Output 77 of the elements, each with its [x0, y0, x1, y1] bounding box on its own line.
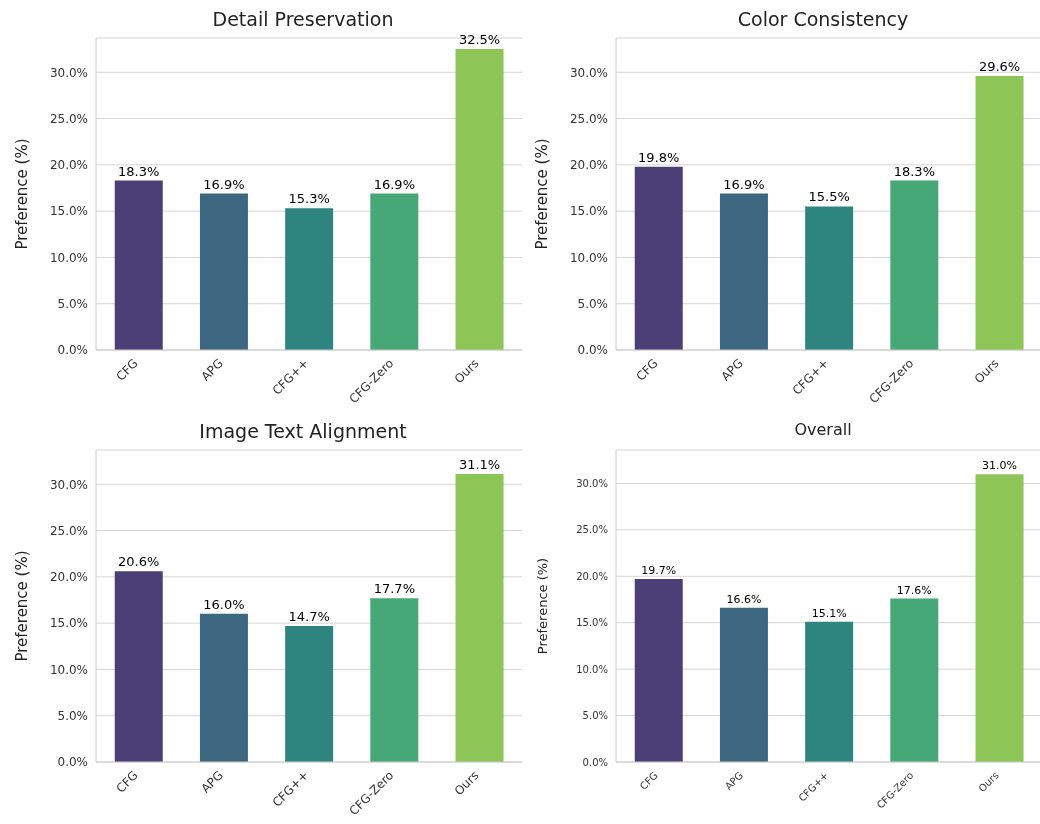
chart-title: Detail Preservation	[211, 8, 395, 32]
bar	[719, 607, 768, 762]
y-tick-label: 15.0%	[49, 204, 88, 219]
data-label: 29.6%	[978, 58, 1021, 74]
y-tick-label: 20.0%	[569, 158, 608, 173]
bar	[285, 625, 334, 762]
data-label: 32.5%	[458, 32, 501, 48]
chart-title: Overall	[793, 420, 853, 441]
bar	[975, 75, 1024, 350]
y-axis-title: Preference (%)	[13, 138, 32, 250]
bar	[634, 579, 683, 762]
data-label: 16.9%	[203, 176, 245, 192]
y-tick-label: 10.0%	[576, 663, 608, 675]
y-tick-label: 20.0%	[49, 158, 88, 173]
y-tick-label: 15.0%	[49, 616, 88, 631]
bar	[890, 598, 939, 762]
y-tick-label: 30.0%	[576, 477, 608, 489]
bar	[370, 193, 419, 350]
y-axis-title: Preference (%)	[533, 138, 552, 250]
bar	[719, 193, 768, 350]
y-tick-label: 5.0%	[57, 296, 88, 311]
y-tick-label: 5.0%	[577, 296, 608, 311]
y-tick-label: 0.0%	[57, 755, 88, 770]
bar	[199, 193, 248, 350]
bar	[285, 208, 334, 350]
y-tick-label: 25.0%	[49, 111, 88, 126]
bar	[805, 621, 854, 762]
data-label: 17.7%	[373, 581, 415, 597]
bar	[634, 166, 683, 350]
bar	[805, 206, 854, 350]
y-tick-label: 20.0%	[49, 570, 88, 585]
y-tick-label: 10.0%	[49, 662, 88, 677]
data-label: 15.1%	[811, 606, 847, 620]
bar	[455, 49, 504, 350]
y-tick-label: 25.0%	[576, 524, 608, 536]
chart-title: Color Consistency	[736, 8, 910, 32]
data-label: 19.7%	[641, 564, 677, 578]
y-tick-label: 10.0%	[49, 250, 88, 265]
y-axis-title: Preference (%)	[13, 550, 32, 662]
bar	[455, 474, 504, 762]
bar	[114, 180, 163, 350]
y-tick-label: 0.0%	[577, 343, 608, 358]
data-label: 17.6%	[896, 583, 932, 597]
data-label: 31.1%	[458, 457, 501, 473]
x-tick-label: CFG	[637, 769, 661, 792]
data-label: 16.9%	[723, 176, 765, 192]
y-tick-label: 5.0%	[582, 710, 608, 722]
y-tick-label: 0.0%	[582, 756, 608, 768]
data-label: 14.7%	[288, 608, 330, 624]
y-tick-label: 25.0%	[49, 523, 88, 538]
data-label: 15.3%	[288, 191, 330, 207]
bar	[199, 613, 248, 762]
y-tick-label: 20.0%	[576, 570, 608, 582]
data-label: 16.9%	[373, 176, 415, 192]
data-label: 19.8%	[638, 149, 680, 165]
data-label: 20.6%	[118, 554, 160, 570]
y-tick-label: 25.0%	[569, 111, 608, 126]
y-tick-label: 10.0%	[569, 250, 608, 265]
y-tick-label: 30.0%	[569, 65, 608, 80]
y-axis-title: Preference (%)	[534, 557, 550, 655]
chart-title: Image Text Alignment	[198, 420, 408, 444]
y-tick-label: 0.0%	[57, 343, 88, 358]
bar	[975, 474, 1024, 762]
bar	[890, 180, 939, 350]
data-label: 16.0%	[203, 596, 245, 612]
data-label: 15.5%	[808, 189, 850, 205]
data-label: 18.3%	[118, 163, 160, 179]
y-tick-label: 30.0%	[49, 65, 88, 80]
y-tick-label: 30.0%	[49, 477, 88, 492]
y-tick-label: 15.0%	[576, 617, 608, 629]
bar	[114, 571, 163, 762]
bar	[370, 598, 419, 762]
data-label: 18.3%	[893, 163, 935, 179]
y-tick-label: 15.0%	[569, 204, 608, 219]
data-label: 16.6%	[726, 592, 762, 606]
y-tick-label: 5.0%	[57, 708, 88, 723]
data-label: 31.0%	[982, 459, 1018, 473]
